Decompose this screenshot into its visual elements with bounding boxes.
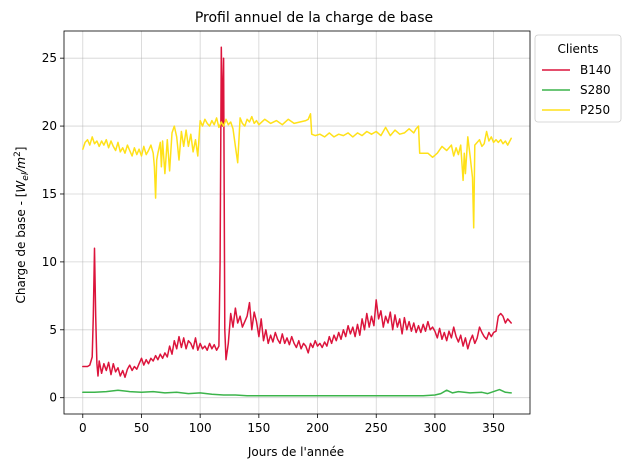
y-axis-label-end: ] — [14, 146, 28, 151]
grid-lines — [64, 31, 530, 414]
legend: Clients B140 S280 P250 — [534, 34, 622, 123]
y-tick-label: 20 — [42, 119, 57, 133]
axis-ticks: 0 50 100 150 200 250 300 350 0 5 10 15 20 25 — [42, 51, 505, 435]
series-line-p250 — [82, 113, 512, 229]
series-line-s280 — [82, 388, 512, 397]
y-tick-label: 15 — [42, 187, 57, 201]
legend-title: Clients — [558, 42, 599, 56]
x-tick-label: 250 — [365, 421, 388, 435]
legend-box — [534, 34, 622, 123]
series-lines — [82, 46, 512, 397]
y-axis-label-m: /m — [14, 157, 28, 174]
legend-label-s280: S280 — [580, 83, 611, 97]
x-axis-label: Jours de l'année — [247, 445, 344, 459]
x-tick-label: 100 — [189, 421, 212, 435]
y-axis-label-w: W — [14, 180, 28, 193]
y-axis-label-el: el — [21, 172, 31, 181]
x-tick-label: 300 — [423, 421, 446, 435]
x-tick-label: 150 — [247, 421, 270, 435]
y-tick-label: 5 — [49, 323, 57, 337]
y-tick-label: 10 — [42, 255, 57, 269]
x-tick-label: 50 — [134, 421, 149, 435]
x-tick-label: 200 — [306, 421, 329, 435]
y-tick-label: 0 — [49, 391, 57, 405]
plot-frame — [63, 30, 531, 415]
x-tick-label: 350 — [482, 421, 505, 435]
chart-title: Profil annuel de la charge de base — [195, 10, 433, 26]
y-axis-label-main: Charge de base - [ — [14, 193, 28, 304]
legend-label-b140: B140 — [580, 63, 611, 77]
legend-items: B140 S280 P250 — [542, 63, 611, 117]
y-axis-label: Charge de base - [Wel/m2] — [13, 146, 31, 303]
series-line-b140 — [82, 46, 512, 379]
legend-label-p250: P250 — [580, 103, 610, 117]
y-axis-label-sup: 2 — [13, 151, 23, 157]
x-tick-label: 0 — [79, 421, 87, 435]
y-tick-label: 25 — [42, 51, 57, 65]
